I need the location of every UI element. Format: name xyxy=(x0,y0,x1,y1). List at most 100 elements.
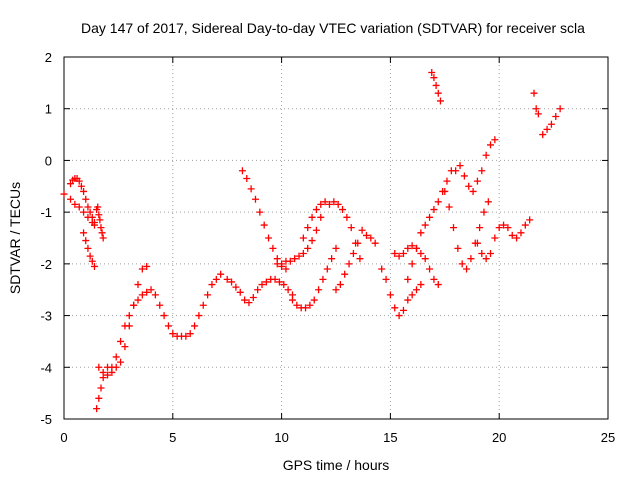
plot-frame xyxy=(63,56,609,420)
data-point xyxy=(543,125,551,133)
data-point xyxy=(228,278,236,286)
data-point xyxy=(482,151,490,159)
data-point xyxy=(323,265,331,273)
data-point xyxy=(88,213,96,221)
data-point xyxy=(434,89,442,97)
series-track-f xyxy=(95,270,225,379)
data-point xyxy=(121,343,129,351)
data-point xyxy=(339,206,347,214)
data-point xyxy=(312,206,320,214)
data-point xyxy=(67,180,75,188)
x-tick-label: 0 xyxy=(60,430,67,445)
data-point xyxy=(391,304,399,312)
y-tick-label: -5 xyxy=(40,412,52,427)
data-point xyxy=(260,221,268,229)
data-point xyxy=(138,265,146,273)
data-point xyxy=(86,252,94,260)
data-point xyxy=(95,211,103,219)
data-point xyxy=(204,291,212,299)
data-point xyxy=(534,110,542,118)
data-point xyxy=(77,182,85,190)
data-point xyxy=(484,198,492,206)
data-point xyxy=(426,265,434,273)
y-tick-label: -1 xyxy=(40,205,52,220)
data-point xyxy=(417,229,425,237)
x-tick-label: 20 xyxy=(492,430,506,445)
data-point xyxy=(308,237,316,245)
data-point xyxy=(334,200,342,208)
data-point xyxy=(82,195,90,203)
series-track-j xyxy=(288,244,340,312)
data-point xyxy=(288,296,296,304)
series-track-k xyxy=(299,198,364,263)
data-point xyxy=(195,312,203,320)
data-point xyxy=(478,250,486,258)
data-point xyxy=(299,250,307,258)
series-track-q xyxy=(428,69,444,105)
data-point xyxy=(212,275,220,283)
data-point xyxy=(413,244,421,252)
data-point xyxy=(312,226,320,234)
data-point xyxy=(443,177,451,185)
data-point xyxy=(332,244,340,252)
data-point xyxy=(293,301,301,309)
data-point xyxy=(530,89,538,97)
data-point xyxy=(117,358,125,366)
data-point xyxy=(304,224,312,232)
data-point xyxy=(547,120,555,128)
data-point xyxy=(343,213,351,221)
data-point xyxy=(291,255,299,263)
data-point xyxy=(308,213,316,221)
chart-title: Day 147 of 2017, Sidereal Day-to-day VTE… xyxy=(81,20,585,36)
data-point xyxy=(341,270,349,278)
data-point xyxy=(80,229,88,237)
series-track-s xyxy=(452,136,499,195)
data-point xyxy=(460,172,468,180)
data-point xyxy=(508,231,516,239)
data-point xyxy=(249,293,257,301)
data-points xyxy=(60,69,564,413)
data-point xyxy=(391,250,399,258)
data-point xyxy=(95,394,103,402)
data-point xyxy=(97,224,105,232)
data-point xyxy=(330,198,338,206)
series-track-v xyxy=(539,105,564,139)
data-point xyxy=(156,301,164,309)
data-point xyxy=(328,255,336,263)
data-point xyxy=(325,200,333,208)
data-point xyxy=(278,262,286,270)
data-point xyxy=(75,203,83,211)
data-point xyxy=(98,229,106,237)
data-point xyxy=(367,234,375,242)
data-point xyxy=(236,288,244,296)
data-point xyxy=(504,224,512,232)
data-point xyxy=(345,260,353,268)
data-point xyxy=(217,270,225,278)
data-point xyxy=(271,275,279,283)
data-point xyxy=(482,255,490,263)
data-point xyxy=(317,213,325,221)
data-point xyxy=(513,234,521,242)
data-point xyxy=(71,200,79,208)
data-point xyxy=(426,213,434,221)
data-point xyxy=(408,291,416,299)
data-point xyxy=(282,265,290,273)
data-point xyxy=(450,224,458,232)
data-point xyxy=(552,112,560,120)
data-point xyxy=(356,255,364,263)
data-point xyxy=(491,234,499,242)
data-point xyxy=(476,224,484,232)
data-point xyxy=(94,203,102,211)
data-point xyxy=(88,257,96,265)
data-point xyxy=(469,187,477,195)
data-point xyxy=(467,255,475,263)
data-point xyxy=(223,275,231,283)
data-point xyxy=(491,136,499,144)
y-tick-label: 1 xyxy=(45,102,52,117)
data-point xyxy=(321,198,329,206)
x-tick-label: 5 xyxy=(169,430,176,445)
data-point xyxy=(517,229,525,237)
series-track-t xyxy=(473,216,534,263)
data-point xyxy=(238,167,246,175)
data-point xyxy=(284,286,292,294)
